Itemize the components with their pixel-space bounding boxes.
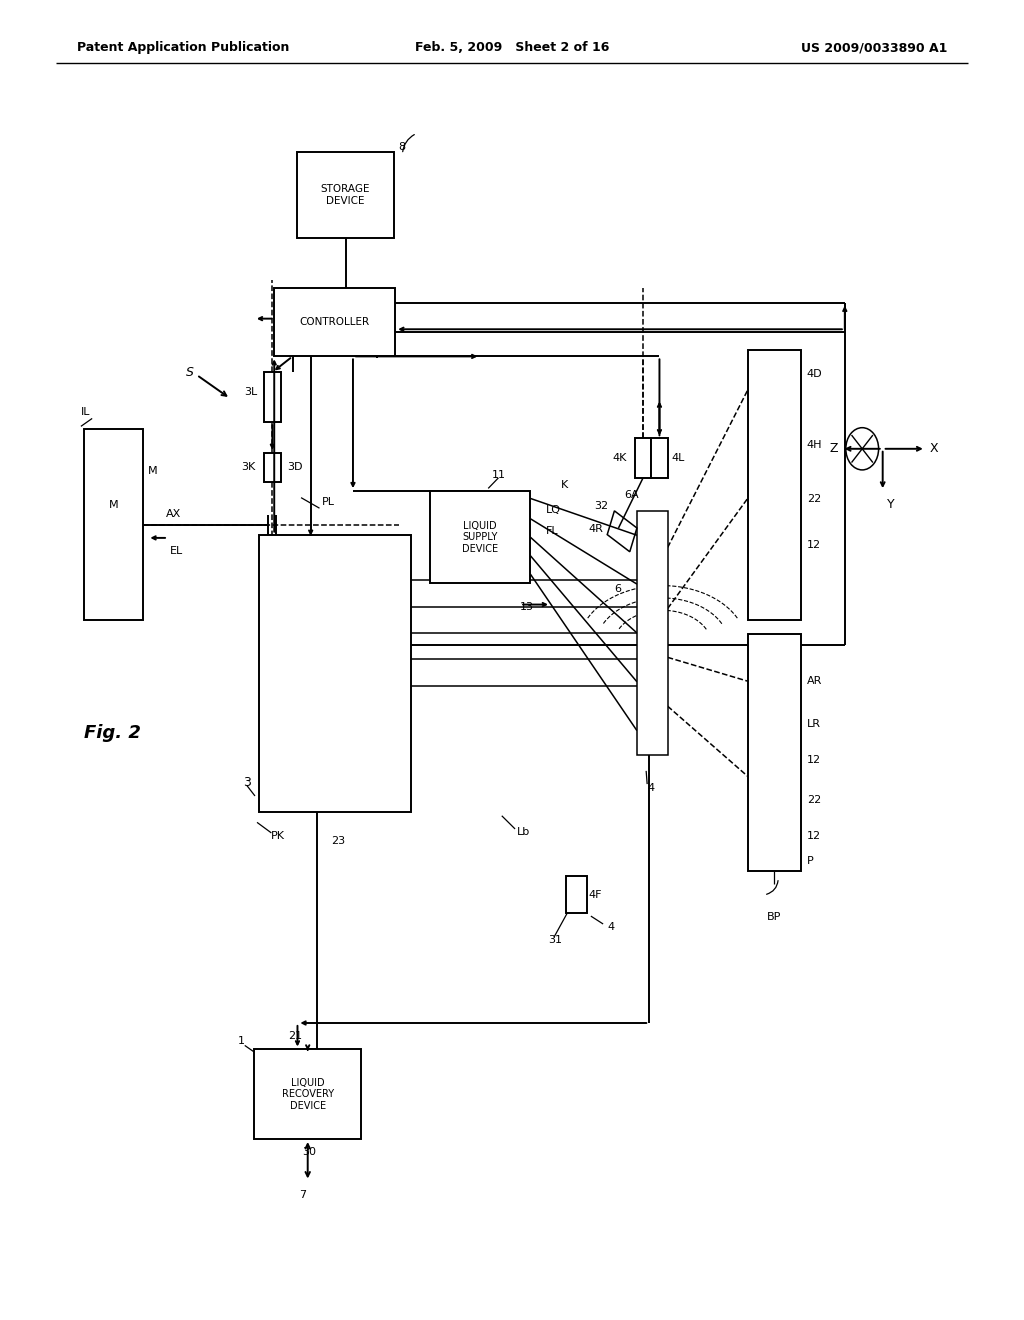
Text: 4D: 4D <box>807 368 822 379</box>
Bar <box>748 634 801 871</box>
Text: M: M <box>147 466 157 477</box>
Bar <box>635 438 651 478</box>
Text: 12: 12 <box>807 540 821 549</box>
Bar <box>637 511 668 755</box>
Text: 3: 3 <box>243 776 251 789</box>
Text: P: P <box>807 855 814 866</box>
Text: 23: 23 <box>331 836 345 846</box>
Bar <box>566 876 587 913</box>
Bar <box>264 453 281 482</box>
Text: PK: PK <box>271 830 286 841</box>
Bar <box>254 1049 361 1139</box>
Text: AX: AX <box>166 510 181 519</box>
Text: 30: 30 <box>303 1147 316 1158</box>
Bar <box>264 372 281 422</box>
Text: 12: 12 <box>807 755 821 764</box>
Text: AR: AR <box>807 676 822 686</box>
Text: 8: 8 <box>398 141 406 152</box>
Text: 11: 11 <box>493 470 506 480</box>
Text: BP: BP <box>767 912 781 923</box>
Text: Lb: Lb <box>517 826 530 837</box>
Bar <box>259 535 411 812</box>
Text: M: M <box>109 500 119 510</box>
Text: FL: FL <box>546 527 558 536</box>
Text: 3L: 3L <box>244 387 257 397</box>
Text: IL: IL <box>81 407 90 417</box>
Text: 6A: 6A <box>625 490 639 500</box>
Text: CONTROLLER: CONTROLLER <box>300 317 370 327</box>
Bar <box>748 350 801 620</box>
Bar <box>430 491 530 583</box>
Text: 4K: 4K <box>612 453 627 463</box>
Text: 3K: 3K <box>242 462 256 473</box>
Text: 4R: 4R <box>588 524 603 535</box>
Text: STORAGE
DEVICE: STORAGE DEVICE <box>321 183 371 206</box>
Text: 1: 1 <box>238 1036 245 1047</box>
Text: 22: 22 <box>807 795 821 805</box>
Bar <box>297 152 394 238</box>
Text: Feb. 5, 2009   Sheet 2 of 16: Feb. 5, 2009 Sheet 2 of 16 <box>415 41 609 54</box>
Text: PL: PL <box>322 496 335 507</box>
Text: 22: 22 <box>807 494 821 504</box>
Text: 31: 31 <box>548 935 562 945</box>
Text: 6: 6 <box>614 583 622 594</box>
Text: LIQUID
RECOVERY
DEVICE: LIQUID RECOVERY DEVICE <box>282 1077 334 1111</box>
Text: X: X <box>930 442 938 455</box>
Text: 3D: 3D <box>287 462 302 473</box>
Text: 4: 4 <box>647 783 654 793</box>
Text: Patent Application Publication: Patent Application Publication <box>77 41 289 54</box>
Text: Fig. 2: Fig. 2 <box>84 723 141 742</box>
Text: EL: EL <box>170 546 183 556</box>
Text: 4: 4 <box>607 921 614 932</box>
Text: S: S <box>186 366 195 379</box>
Text: Y: Y <box>887 498 894 511</box>
Text: LR: LR <box>807 719 821 729</box>
Text: 4L: 4L <box>672 453 685 463</box>
Text: 32: 32 <box>594 500 608 511</box>
Text: 7: 7 <box>299 1189 306 1200</box>
Bar <box>274 288 395 356</box>
Text: 12: 12 <box>807 830 821 841</box>
Text: 13: 13 <box>520 602 535 612</box>
Bar <box>84 429 143 620</box>
Text: US 2009/0033890 A1: US 2009/0033890 A1 <box>801 41 947 54</box>
Text: LIQUID
SUPPLY
DEVICE: LIQUID SUPPLY DEVICE <box>462 520 499 554</box>
Text: 4F: 4F <box>589 890 602 900</box>
Text: LQ: LQ <box>546 506 561 515</box>
Text: K: K <box>561 480 568 490</box>
Text: 4H: 4H <box>807 440 822 450</box>
Text: Z: Z <box>829 442 838 455</box>
Bar <box>651 438 668 478</box>
Text: 21: 21 <box>289 1031 302 1041</box>
